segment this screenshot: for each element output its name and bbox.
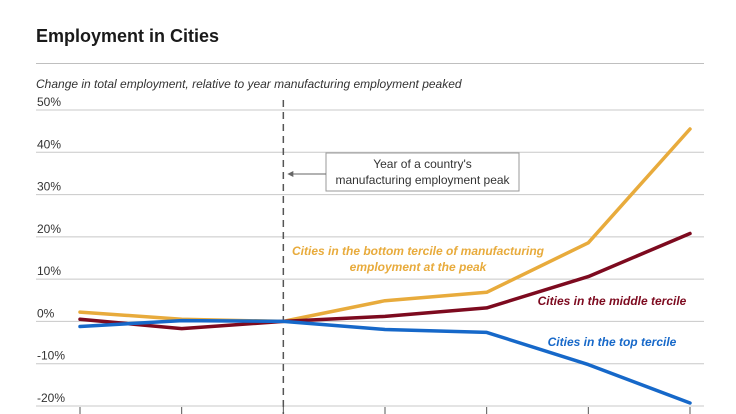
y-tick-label: 10% — [37, 264, 61, 278]
y-tick-label: 0% — [37, 306, 55, 320]
title-divider — [36, 63, 704, 64]
y-tick-label: 20% — [37, 222, 61, 236]
y-tick-label: 50% — [37, 95, 61, 109]
series-label-middle: Cities in the middle tercile — [538, 294, 687, 308]
annotation-text-line2: manufacturing employment peak — [335, 173, 510, 187]
series-line-middle — [78, 231, 692, 331]
annotation-text-line1: Year of a country's — [373, 157, 472, 171]
series-label-bottom-line2: employment at the peak — [350, 260, 488, 274]
series-label-top: Cities in the top tercile — [548, 335, 677, 349]
annotation-box — [325, 152, 520, 192]
y-tick-label: -10% — [37, 349, 65, 363]
annotation-arrowhead — [287, 171, 294, 177]
chart-subtitle: Change in total employment, relative to … — [36, 77, 462, 91]
y-tick-label: -20% — [37, 391, 65, 405]
series-label-bottom: Cities in the bottom tercile of manufact… — [292, 244, 545, 258]
chart-title: Employment in Cities — [36, 26, 220, 46]
series-line-top — [78, 318, 692, 405]
y-tick-label: 40% — [37, 137, 61, 151]
y-tick-label: 30% — [37, 180, 61, 194]
